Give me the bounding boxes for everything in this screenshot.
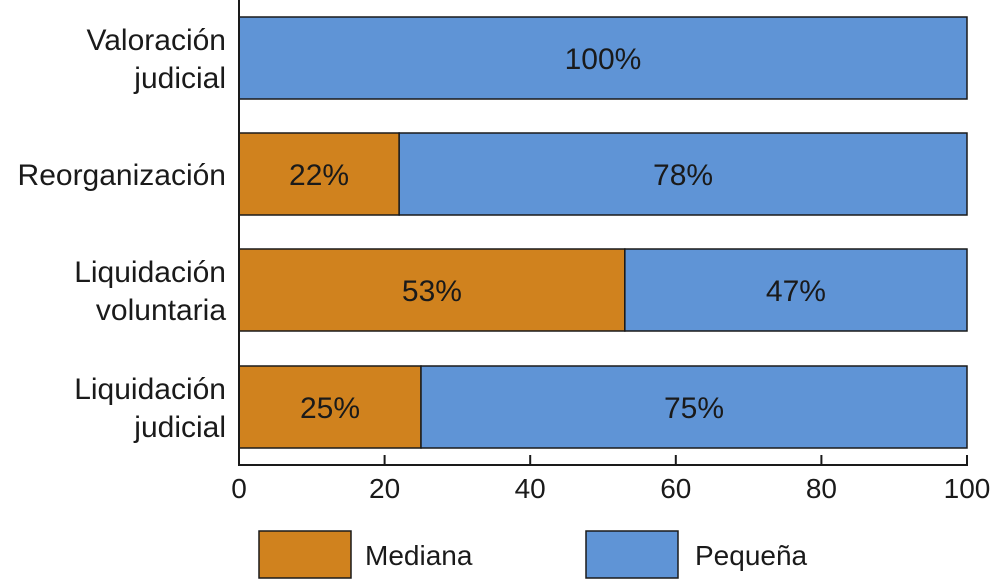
legend: Mediana Pequeña <box>258 530 808 579</box>
x-tick-label-80: 80 <box>806 473 837 504</box>
bar-label-mediana-liquidacion-voluntaria: 53% <box>402 275 462 308</box>
category-label-liquidacion-voluntaria: Liquidación voluntaria <box>74 256 226 327</box>
category-label-liquidacion-judicial: Liquidación judicial <box>74 373 226 444</box>
category-labels-group: Valoración judicial Reorganización Liquidac… <box>18 24 227 444</box>
category-label-valoracion-judicial: Valoración judicial <box>86 24 226 95</box>
x-tick-label-60: 60 <box>660 473 691 504</box>
bar-mediana-liquidacion-judicial <box>238 365 422 449</box>
x-tick-label-40: 40 <box>515 473 546 504</box>
bar-mediana-liquidacion-voluntaria <box>238 248 626 332</box>
x-tick-label-0: 0 <box>231 473 247 504</box>
legend-swatch-pequena <box>585 530 679 579</box>
bar-labels-group: 100% 22% 78% 53% 47% 25% 75% <box>289 43 826 425</box>
category-label-reorganizacion: Reorganización <box>18 159 226 192</box>
bar-label-pequena-liquidacion-judicial: 75% <box>664 392 724 425</box>
bar-label-pequena-reorganizacion: 78% <box>653 159 713 192</box>
bar-label-mediana-liquidacion-judicial: 25% <box>300 392 360 425</box>
bar-label-pequena-liquidacion-voluntaria: 47% <box>766 275 826 308</box>
bars-group <box>238 16 968 449</box>
legend-swatch-mediana <box>258 530 352 579</box>
bar-pequena-reorganizacion <box>398 132 968 216</box>
legend-label-mediana: Mediana <box>365 540 473 571</box>
legend-label-pequena: Pequeña <box>695 540 808 571</box>
x-tick-label-20: 20 <box>369 473 400 504</box>
axes-group: 0 20 40 60 80 100 <box>231 0 990 504</box>
x-tick-label-100: 100 <box>944 473 991 504</box>
bar-pequena-valoracion-judicial <box>238 16 968 100</box>
bar-label-pequena-valoracion-judicial: 100% <box>565 43 642 76</box>
bar-mediana-reorganizacion <box>238 132 400 216</box>
bar-label-mediana-reorganizacion: 22% <box>289 159 349 192</box>
bar-pequena-liquidacion-voluntaria <box>624 248 968 332</box>
bar-pequena-liquidacion-judicial <box>420 365 968 449</box>
